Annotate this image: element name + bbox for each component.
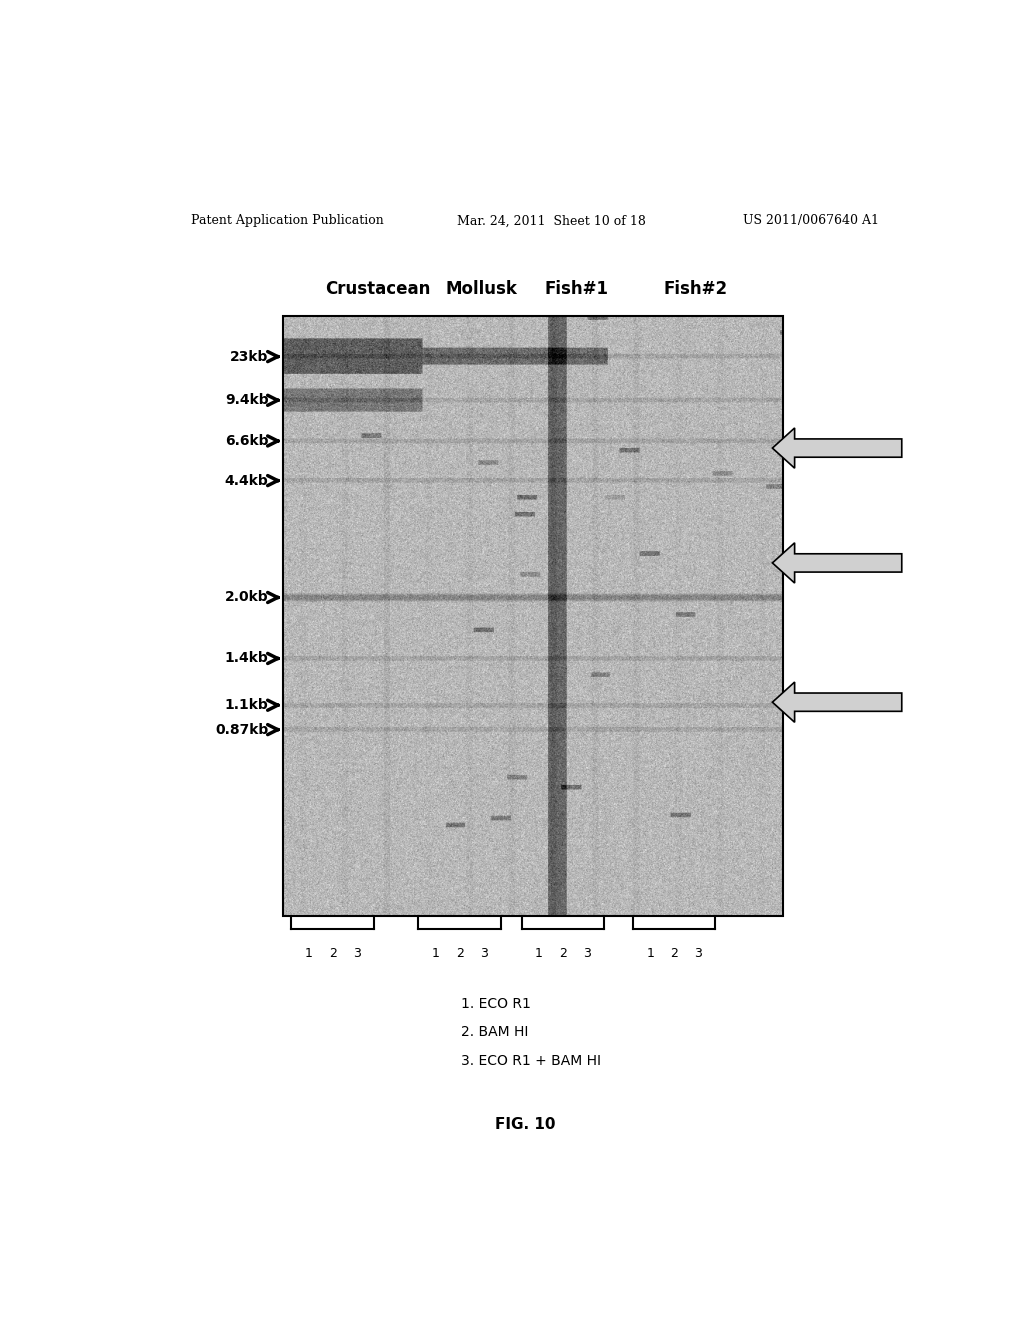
Text: Mar. 24, 2011  Sheet 10 of 18: Mar. 24, 2011 Sheet 10 of 18 xyxy=(458,214,646,227)
Text: 3. ECO R1 + BAM HI: 3. ECO R1 + BAM HI xyxy=(461,1053,601,1068)
Text: 2: 2 xyxy=(670,948,678,960)
FancyArrow shape xyxy=(772,682,902,722)
Text: 0.87kb: 0.87kb xyxy=(215,722,268,737)
Text: 2: 2 xyxy=(329,948,337,960)
Text: 1.4kb: 1.4kb xyxy=(224,652,268,665)
Text: Crustacean: Crustacean xyxy=(326,280,431,297)
Text: 2: 2 xyxy=(456,948,464,960)
FancyArrow shape xyxy=(772,428,902,469)
Text: Fish#2: Fish#2 xyxy=(664,280,727,297)
Text: 1. ECO R1: 1. ECO R1 xyxy=(461,997,531,1011)
Text: Fish#1: Fish#1 xyxy=(545,280,608,297)
Text: Patent Application Publication: Patent Application Publication xyxy=(191,214,384,227)
Text: 1: 1 xyxy=(646,948,654,960)
FancyArrow shape xyxy=(772,543,902,583)
Text: 3: 3 xyxy=(583,948,591,960)
Text: FIG. 10: FIG. 10 xyxy=(495,1117,555,1133)
Text: 3: 3 xyxy=(479,948,487,960)
Text: 2. BAM HI: 2. BAM HI xyxy=(461,1026,528,1039)
Text: Mollusk: Mollusk xyxy=(445,280,517,297)
Text: 23kb: 23kb xyxy=(230,350,268,363)
Text: 4.4kb: 4.4kb xyxy=(224,474,268,487)
Text: 9.4kb: 9.4kb xyxy=(225,393,268,408)
Text: 2: 2 xyxy=(559,948,567,960)
Text: 1: 1 xyxy=(536,948,543,960)
Text: 2.0kb: 2.0kb xyxy=(225,590,268,605)
Text: 1.1kb: 1.1kb xyxy=(224,698,268,713)
Text: US 2011/0067640 A1: US 2011/0067640 A1 xyxy=(743,214,879,227)
Text: 1: 1 xyxy=(305,948,313,960)
Text: 3: 3 xyxy=(352,948,360,960)
Text: 6.6kb: 6.6kb xyxy=(225,434,268,447)
Text: 1: 1 xyxy=(432,948,440,960)
Text: 3: 3 xyxy=(694,948,701,960)
Bar xyxy=(283,315,782,916)
